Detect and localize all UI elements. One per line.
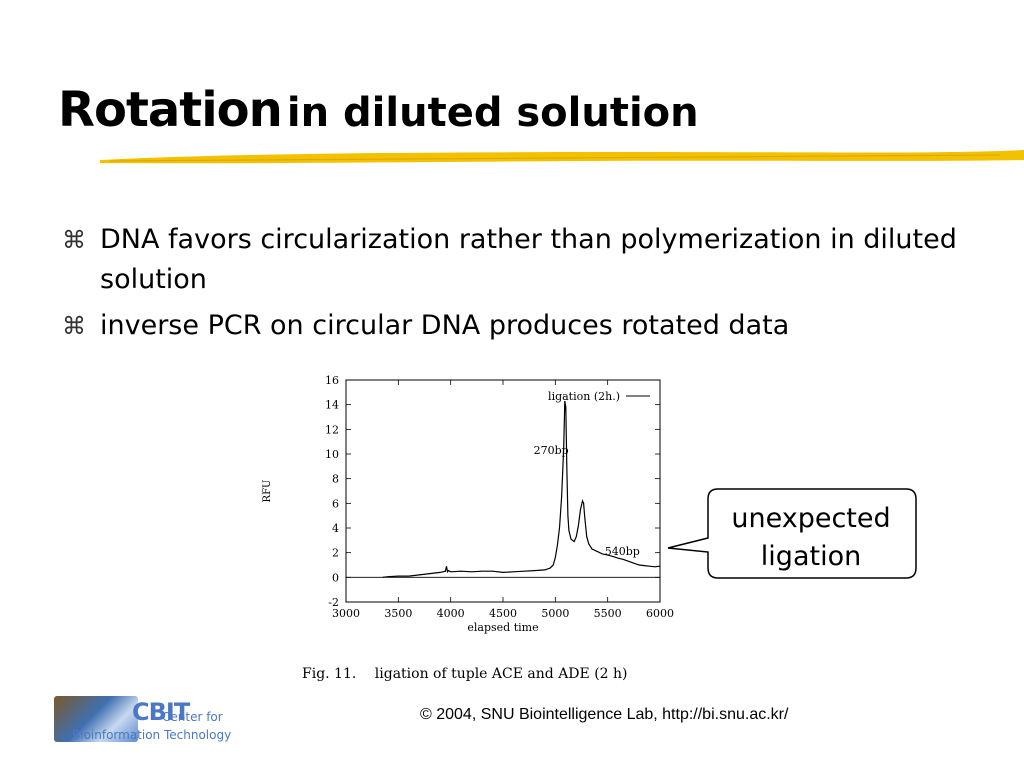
x-tick-label: 6000 <box>646 607 674 620</box>
callout-shape <box>667 488 917 579</box>
command-key-icon: ⌘ <box>62 226 86 254</box>
command-key-icon: ⌘ <box>62 312 86 340</box>
caption-text: ligation of tuple ACE and ADE (2 h) <box>374 666 628 682</box>
bullet-list: ⌘ DNA favors circularization rather than… <box>62 220 962 352</box>
peak-annotation: 270bp <box>534 444 569 457</box>
logo-line-2: Bioinformation Technology <box>72 728 232 742</box>
y-tick-label: 0 <box>332 571 339 584</box>
rfu-chart: -2 0 2 4 6 8 10 12 14 16 3000 3500 4000 4500 5000 5500 6… <box>262 374 674 634</box>
bullet-item: ⌘ DNA favors circularization rather than… <box>62 220 962 300</box>
x-tick-label: 5500 <box>594 607 622 620</box>
x-tick-label: 3000 <box>332 607 360 620</box>
x-tick-label: 4000 <box>437 607 465 620</box>
callout-bubble: unexpected ligation <box>666 488 918 580</box>
slide-title: Rotation in diluted solution <box>58 82 699 138</box>
x-tick-label: 3500 <box>384 607 412 620</box>
x-tick-label: 4500 <box>489 607 517 620</box>
title-bold: Rotation <box>58 82 283 138</box>
logo-name: CBIT <box>132 698 190 726</box>
legend-label: ligation (2h.) <box>548 390 620 403</box>
y-tick-label: 16 <box>325 374 339 387</box>
footer-copyright: © 2004, SNU Biointelligence Lab, http://… <box>420 706 789 723</box>
y-tick-label: 12 <box>325 423 339 436</box>
y-tick-label: 6 <box>332 497 339 510</box>
logo-line-1: Center for <box>162 710 223 724</box>
y-tick-label: 10 <box>325 448 339 461</box>
caption-label: Fig. 11. <box>302 666 357 682</box>
y-tick-label: 8 <box>332 473 339 486</box>
title-rest: in diluted solution <box>286 90 699 136</box>
bullet-text: DNA favors circularization rather than p… <box>100 224 957 295</box>
bullet-text: inverse PCR on circular DNA produces rot… <box>100 310 790 341</box>
series-line <box>382 400 661 578</box>
callout-text: unexpected ligation <box>731 503 891 572</box>
title-underline-brushstroke <box>100 150 1024 164</box>
plot-frame <box>345 379 661 603</box>
bullet-item: ⌘ inverse PCR on circular DNA produces r… <box>62 306 962 346</box>
x-tick-label: 5000 <box>541 607 569 620</box>
y-tick-label: 14 <box>325 399 339 412</box>
y-tick-label: 4 <box>332 522 339 535</box>
y-tick-label: -2 <box>328 596 339 609</box>
peak-annotation: 540bp <box>605 545 640 558</box>
x-axis-label: elapsed time <box>467 621 538 634</box>
logo-artwork <box>54 696 138 742</box>
cbit-logo: CBIT Center for Bioinformation Technolog… <box>54 696 232 746</box>
y-tick-label: 2 <box>332 547 339 560</box>
y-axis-label: RFU <box>262 480 273 503</box>
figure-caption: Fig. 11. ligation of tuple ACE and ADE (… <box>302 666 628 682</box>
